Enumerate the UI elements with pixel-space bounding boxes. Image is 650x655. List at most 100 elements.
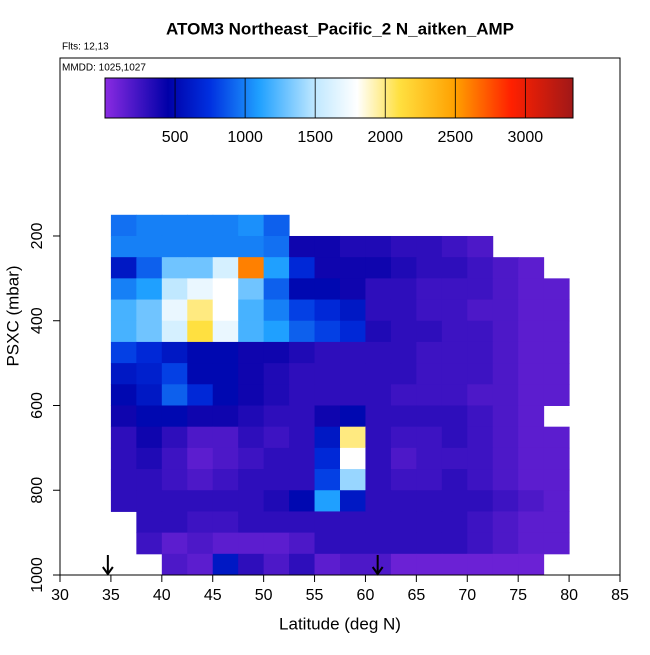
heat-cell — [314, 426, 341, 449]
heat-cell — [263, 553, 290, 576]
heat-cell — [416, 447, 443, 470]
heat-cell — [263, 363, 290, 385]
heat-cell — [110, 363, 137, 385]
heat-cell — [365, 278, 392, 301]
heat-cell — [340, 320, 366, 343]
heat-cell — [238, 299, 265, 322]
heat-cell — [136, 341, 163, 364]
heat-cell — [441, 405, 468, 428]
heat-cell — [416, 320, 443, 343]
heat-cell — [136, 257, 163, 279]
heat-cell — [187, 490, 214, 512]
heat-cell — [161, 426, 188, 449]
heat-cell — [492, 384, 519, 406]
heat-cell — [441, 426, 468, 449]
heat-cell — [187, 341, 214, 364]
heat-cell — [543, 447, 570, 470]
heat-cell — [518, 278, 545, 301]
heat-cell — [365, 405, 392, 428]
heat-cell — [518, 341, 545, 364]
heat-cell — [212, 532, 239, 555]
heat-cell — [340, 257, 366, 279]
heat-cell — [340, 469, 366, 491]
heat-cell — [161, 235, 188, 258]
colorbar — [104, 77, 574, 119]
heat-cell — [543, 384, 570, 406]
heat-cell — [161, 341, 188, 364]
heat-cell — [187, 278, 214, 301]
heat-cell — [416, 405, 443, 428]
heat-cell — [492, 532, 519, 555]
heat-cell — [390, 469, 417, 491]
heat-cell — [365, 299, 392, 322]
heat-cell — [212, 299, 239, 322]
heat-cell — [416, 384, 443, 406]
heat-cell — [187, 405, 214, 428]
heat-cell — [187, 320, 214, 343]
heat-cell — [238, 384, 265, 406]
y-axis-label: PSXC (mbar) — [3, 265, 22, 366]
heat-cell — [518, 299, 545, 322]
heat-cell — [543, 363, 570, 385]
heat-cell — [467, 320, 494, 343]
heat-cell — [314, 235, 341, 258]
heat-cell — [136, 320, 163, 343]
heat-cell — [136, 278, 163, 301]
heat-cell — [365, 257, 392, 279]
heat-cell — [467, 426, 494, 449]
heat-cell — [543, 278, 570, 301]
heat-cell — [543, 341, 570, 364]
heat-cell — [441, 341, 468, 364]
colorbar-tick-label: 2500 — [438, 129, 474, 146]
heat-cell — [136, 426, 163, 449]
heat-cell — [416, 490, 443, 512]
heat-cell — [212, 278, 239, 301]
heat-cell — [263, 511, 290, 534]
heat-cell — [212, 235, 239, 258]
heat-cell — [340, 532, 366, 555]
heat-cell — [467, 384, 494, 406]
x-tick-label: 75 — [509, 587, 527, 604]
heat-cell — [340, 426, 366, 449]
heat-cell — [314, 553, 341, 576]
heat-cell — [518, 447, 545, 470]
heat-cell — [365, 341, 392, 364]
heat-cell — [390, 426, 417, 449]
heat-cell — [263, 320, 290, 343]
heat-cell — [492, 511, 519, 534]
heat-cell — [390, 532, 417, 555]
heat-cell — [110, 469, 137, 491]
heat-cell — [289, 299, 316, 322]
heat-cell — [390, 384, 417, 406]
x-tick-label: 80 — [560, 587, 578, 604]
x-tick-label: 30 — [51, 587, 69, 604]
heat-cell — [136, 405, 163, 428]
heat-cell — [238, 490, 265, 512]
heat-cell — [492, 320, 519, 343]
heat-cell — [289, 405, 316, 428]
heat-cell — [110, 426, 137, 449]
colorbar-tick-label: 3000 — [508, 129, 544, 146]
heat-cell — [441, 278, 468, 301]
heat-cell — [238, 341, 265, 364]
heat-cell — [187, 511, 214, 534]
heat-cell — [492, 257, 519, 279]
heat-cell — [314, 469, 341, 491]
heat-cell — [136, 469, 163, 491]
heat-cell — [110, 278, 137, 301]
heat-cell — [212, 469, 239, 491]
heat-cell — [416, 532, 443, 555]
heat-cell — [467, 235, 494, 258]
heat-cell — [110, 235, 137, 258]
heat-cell — [390, 320, 417, 343]
colorbar-tick-label: 500 — [162, 129, 189, 146]
heat-cell — [365, 426, 392, 449]
heat-cell — [441, 532, 468, 555]
x-tick-label: 40 — [153, 587, 171, 604]
heat-cell — [238, 363, 265, 385]
chart-title: ATOM3 Northeast_Pacific_2 N_aitken_AMP — [166, 19, 514, 38]
heat-cell — [238, 320, 265, 343]
heat-cell — [518, 363, 545, 385]
heat-cell — [187, 214, 214, 237]
